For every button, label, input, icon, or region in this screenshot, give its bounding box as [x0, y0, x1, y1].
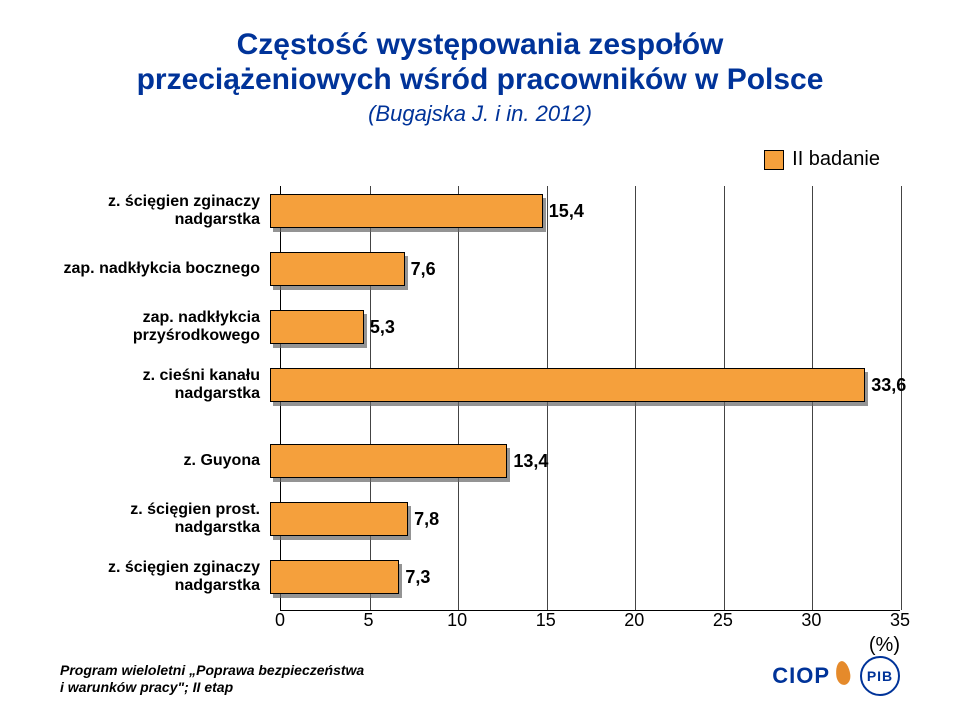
bar [270, 502, 408, 536]
chart-row: z. Guyona 13,4 [60, 436, 900, 486]
footer-note: Program wieloletni „Poprawa bezpieczeńst… [60, 662, 364, 696]
x-axis-title: (%) [869, 634, 900, 657]
category-label: zap. nadkłykcia bocznego [60, 260, 270, 278]
page: Częstość występowania zespołów przeciąże… [0, 0, 960, 720]
value-label: 33,6 [865, 368, 906, 402]
title-line2: przeciążeniowych wśród pracowników w Pol… [0, 63, 960, 98]
value-label: 7,8 [408, 502, 439, 536]
title-block: Częstość występowania zespołów przeciąże… [0, 0, 960, 127]
plot-cell: 7,6 [270, 244, 900, 294]
chart-rows: z. ścięgien zginaczynadgarstka 15,4 zap. n… [60, 186, 900, 610]
legend: II badanie [764, 148, 880, 171]
value-label: 7,6 [405, 252, 436, 286]
bar [270, 560, 399, 594]
category-label: z. ścięgien prost.nadgarstka [60, 501, 270, 536]
title-subtitle: (Bugajska J. i in. 2012) [0, 101, 960, 127]
chart-row: zap. nadkłykcia bocznego 7,6 [60, 244, 900, 294]
category-label: z. Guyona [60, 452, 270, 470]
plot-cell: 7,8 [270, 494, 900, 544]
category-label: z. cieśni kanału nadgarstka [60, 367, 270, 402]
bar [270, 310, 364, 344]
flame-icon [834, 660, 851, 686]
x-tick-label: 20 [624, 610, 644, 631]
value-label: 5,3 [364, 310, 395, 344]
x-tick-label: 5 [364, 610, 374, 631]
chart-row: z. cieśni kanału nadgarstka33,6 [60, 360, 900, 410]
category-label: zap. nadkłykciaprzyśrodkowego [60, 309, 270, 344]
legend-swatch [764, 150, 784, 170]
bar [270, 194, 543, 228]
value-label: 15,4 [543, 194, 584, 228]
x-tick-label: 35 [890, 610, 910, 631]
x-tick-label: 25 [713, 610, 733, 631]
category-label: z. ścięgien zginaczynadgarstka [60, 193, 270, 228]
plot-cell: 33,6 [270, 360, 900, 410]
chart-row: zap. nadkłykciaprzyśrodkowego 5,3 [60, 302, 900, 352]
x-tick-label: 0 [275, 610, 285, 631]
plot-cell: 5,3 [270, 302, 900, 352]
footer-line2: i warunków pracy"; II etap [60, 679, 364, 696]
plot-cell: 15,4 [270, 186, 900, 236]
footer-line1: Program wieloletni „Poprawa bezpieczeńst… [60, 662, 364, 679]
x-tick-label: 30 [801, 610, 821, 631]
plot-cell: 7,3 [270, 552, 900, 602]
bar [270, 444, 507, 478]
logo-text: CIOP [772, 663, 830, 689]
value-label: 7,3 [399, 560, 430, 594]
plot-cell: 13,4 [270, 436, 900, 486]
x-tick-label: 10 [447, 610, 467, 631]
chart-row: z. ścięgien zginaczynadgarstka 15,4 [60, 186, 900, 236]
x-tick-label: 15 [536, 610, 556, 631]
logo-badge: PIB [860, 656, 900, 696]
bar [270, 252, 405, 286]
chart-row: z. ścięgien zginaczynadgarstka 7,3 [60, 552, 900, 602]
chart-row: z. ścięgien prost.nadgarstka 7,8 [60, 494, 900, 544]
title-line1: Częstość występowania zespołów [0, 28, 960, 63]
logo: CIOP PIB [772, 656, 900, 696]
value-label: 13,4 [507, 444, 548, 478]
x-tick-labels: 05101520253035 [280, 610, 900, 632]
category-label: z. ścięgien zginaczynadgarstka [60, 559, 270, 594]
group-spacer [60, 418, 900, 436]
legend-label: II badanie [792, 148, 880, 171]
bar [270, 368, 865, 402]
chart: z. ścięgien zginaczynadgarstka 15,4 zap. n… [60, 186, 900, 636]
